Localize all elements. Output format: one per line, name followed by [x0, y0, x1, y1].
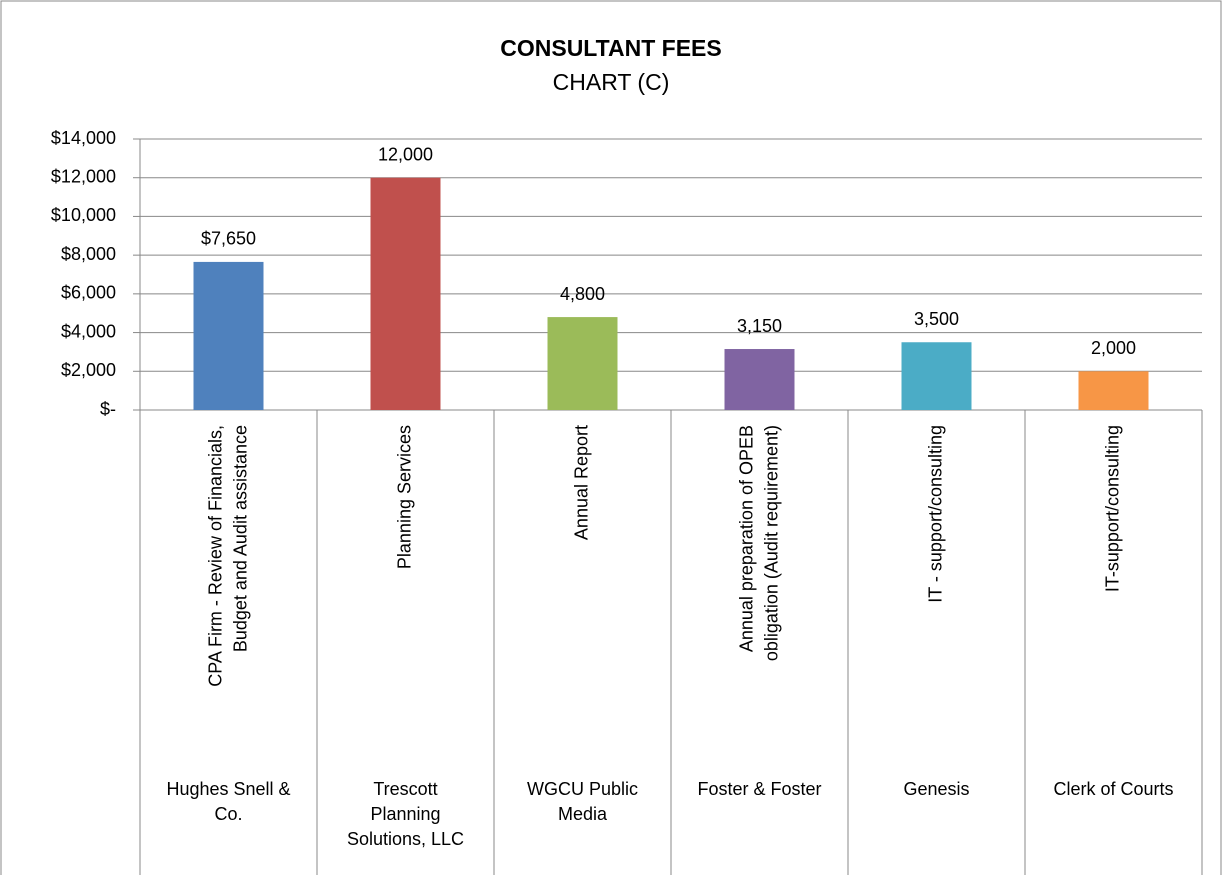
data-label: 2,000 — [1091, 338, 1136, 358]
group-label: WGCU Public Media — [527, 779, 638, 824]
x-tick-label: Planning Services — [394, 425, 414, 569]
category-label-group: IT-support/consulting — [1102, 425, 1122, 592]
chart-subtitle: CHART (C) — [553, 69, 670, 95]
x-tick-label: IT - support/consulting — [925, 425, 945, 603]
group-label: Clerk of Courts — [1053, 779, 1173, 799]
x-tick-label: IT-support/consulting — [1102, 425, 1122, 592]
y-tick-label: $12,000 — [51, 166, 116, 186]
x-tick-label: Annual Report — [571, 425, 591, 540]
y-tick-label: $10,000 — [51, 205, 116, 225]
category-label-group: Annual preparation of OPEB obligation (Au… — [736, 425, 781, 661]
category-label-group: Annual Report — [571, 425, 591, 540]
bar — [193, 261, 264, 410]
group-label: Trescott Planning Solutions, LLC — [347, 779, 464, 849]
data-label: 3,150 — [737, 316, 782, 336]
x-tick-label: Annual preparation of OPEB obligation (Au… — [736, 425, 781, 661]
data-label: 4,800 — [560, 284, 605, 304]
bar — [370, 177, 441, 410]
x-tick-label: CPA Firm - Review of Financials, Budget a… — [205, 425, 250, 687]
chart-title: CONSULTANT FEES — [500, 35, 721, 61]
y-tick-label: $14,000 — [51, 128, 116, 148]
bar — [724, 349, 795, 410]
y-tick-label: $8,000 — [61, 244, 116, 264]
group-label: Foster & Foster — [697, 779, 821, 799]
bar — [547, 317, 618, 410]
category-label-group: CPA Firm - Review of Financials, Budget a… — [205, 425, 250, 687]
bar — [901, 342, 972, 410]
data-label: 12,000 — [378, 144, 433, 164]
bar — [1078, 371, 1149, 410]
y-tick-label: $4,000 — [61, 321, 116, 341]
category-label-group: Planning Services — [394, 425, 414, 569]
data-label: 3,500 — [914, 309, 959, 329]
group-label: Hughes Snell & Co. — [166, 779, 290, 824]
group-label: Genesis — [903, 779, 969, 799]
y-tick-label: $- — [100, 399, 116, 419]
y-tick-label: $6,000 — [61, 283, 116, 303]
category-label-group: IT - support/consulting — [925, 425, 945, 603]
data-label: $7,650 — [201, 229, 256, 249]
y-tick-label: $2,000 — [61, 360, 116, 380]
